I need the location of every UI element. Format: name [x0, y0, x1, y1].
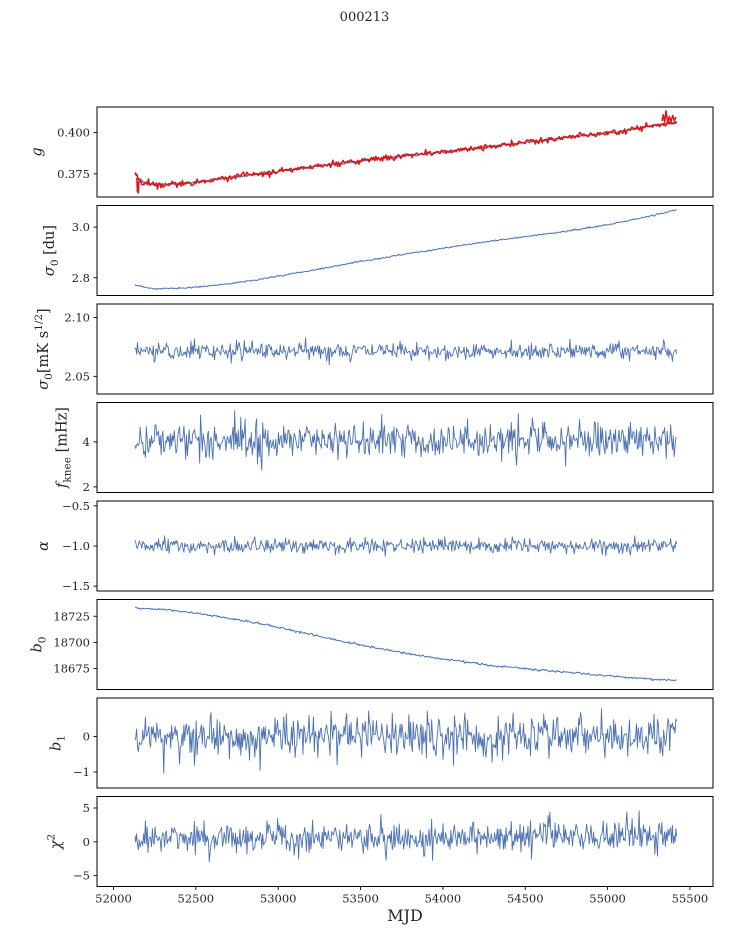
panel-sigma0-du: 2.8 3.0 σ0 [du]	[42, 205, 714, 296]
y-axis-label-sigma0-mk: σ0[mK s1/2]	[33, 308, 55, 389]
y-tick-label: −1.5	[62, 579, 90, 593]
y-tick-label: 0.375	[57, 167, 90, 181]
y-tick-label: −1.0	[62, 539, 90, 553]
x-tick-label: 53500	[342, 892, 379, 906]
y-tick-label: 18725	[53, 609, 90, 623]
x-tick-label: 55500	[672, 892, 709, 906]
panel-b1: −1 0 b1	[48, 697, 714, 789]
y-axis-label-b0: b0	[30, 637, 49, 653]
panel-b0: 18675 18700 18725 b0	[30, 599, 714, 690]
panel-sigma0-mk: 2.05 2.10 σ0[mK s1/2]	[33, 303, 714, 395]
axes-frame	[96, 599, 714, 690]
panel-chi2: −5 0 5 χ2 52000 52500 53000 53500 54000 54500 5500…	[45, 796, 714, 906]
panel-g: 0.375 0.400 g	[30, 106, 714, 198]
series-line-sigma0-du	[134, 209, 677, 290]
y-tick-label: 2.10	[64, 311, 90, 325]
series-line-g	[136, 177, 140, 194]
y-tick-label: 0	[83, 729, 90, 743]
y-tick-label: 2	[83, 480, 90, 494]
x-tick-label: 52500	[178, 892, 215, 906]
y-tick-label: 18675	[53, 662, 90, 676]
series-line-sigma0-mk	[134, 337, 678, 366]
series-line-b1	[134, 708, 678, 774]
y-axis-label-b1: b1	[48, 735, 67, 751]
x-tick-label: 55000	[589, 892, 626, 906]
y-tick-label: −0.5	[62, 499, 90, 513]
y-axis-label-alpha: α	[36, 541, 52, 551]
axes-frame	[96, 697, 714, 789]
axes-frame	[96, 500, 714, 592]
series-line-g	[661, 110, 677, 124]
y-tick-label: 0	[83, 835, 90, 849]
y-axis-label-g: g	[30, 147, 46, 156]
y-tick-label: 2.8	[72, 271, 90, 285]
y-tick-label: 4	[83, 435, 90, 449]
x-axis-label: MJD	[387, 906, 423, 925]
y-axis-label-sigma0-du: σ0 [du]	[42, 225, 61, 276]
series-line-chi2	[134, 810, 678, 863]
chart-title: 000213	[339, 10, 390, 25]
y-tick-label: 0.400	[57, 126, 90, 140]
x-tick-label: 53000	[260, 892, 297, 906]
y-tick-label: 18700	[53, 635, 90, 649]
series-line-f-knee	[134, 410, 677, 471]
panel-f-knee: 2 4 fknee [mHz]	[55, 402, 714, 494]
axes-frame	[96, 402, 714, 493]
panel-alpha: −1.5 −1.0 −0.5 α	[36, 499, 714, 593]
axes-frame	[96, 106, 714, 198]
series-line-alpha	[134, 535, 678, 557]
y-tick-label: 3.0	[72, 220, 90, 234]
series-line-b0	[134, 606, 677, 682]
axes-frame	[96, 205, 714, 296]
y-tick-label: 2.05	[64, 369, 90, 383]
x-tick-label: 54000	[425, 892, 462, 906]
series-line-g	[134, 120, 678, 186]
x-tick-label: 54500	[507, 892, 544, 906]
y-tick-label: 5	[83, 801, 90, 815]
y-axis-label-chi2: χ2	[45, 834, 64, 850]
y-tick-label: −5	[73, 869, 90, 883]
y-tick-label: −1	[73, 765, 90, 779]
axes-frame	[96, 303, 714, 395]
series-line-g	[134, 121, 678, 190]
y-axis-label-f-knee: fknee [mHz]	[55, 407, 74, 489]
x-tick-label: 52000	[95, 892, 132, 906]
